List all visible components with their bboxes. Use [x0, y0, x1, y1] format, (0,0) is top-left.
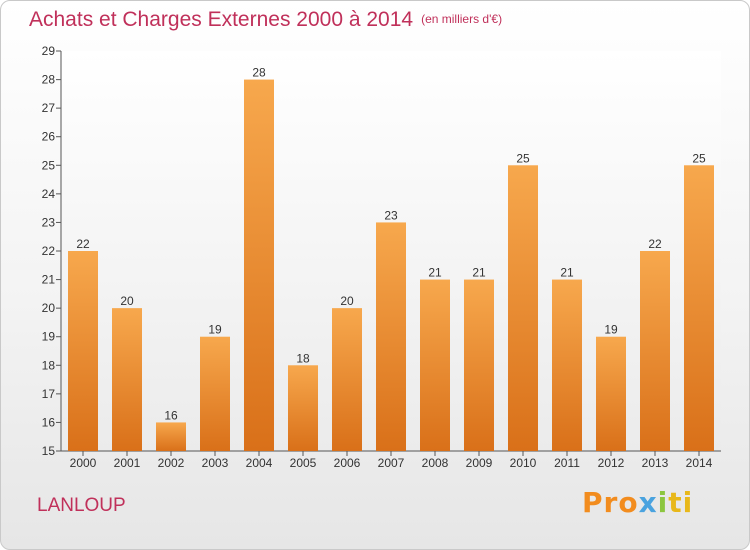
data-label: 21: [472, 266, 486, 280]
y-tick-label: 15: [42, 444, 56, 458]
x-tick-label: 2004: [246, 456, 273, 470]
y-tick-label: 19: [42, 330, 56, 344]
bar: [464, 279, 494, 451]
y-tick-label: 16: [42, 415, 56, 429]
y-tick-label: 28: [42, 73, 56, 87]
data-label: 20: [120, 294, 134, 308]
bar: [684, 165, 714, 452]
data-label: 28: [252, 66, 266, 80]
bar: [596, 336, 626, 451]
bar: [156, 422, 186, 451]
y-tick-label: 21: [42, 273, 56, 287]
data-label: 18: [296, 351, 310, 365]
chart-title-text: Achats et Charges Externes 2000 à 2014: [29, 8, 414, 31]
bar: [288, 365, 318, 451]
bar: [420, 279, 450, 451]
data-label: 19: [208, 323, 222, 337]
x-tick-label: 2014: [686, 456, 713, 470]
bar: [640, 251, 670, 451]
y-tick-label: 27: [42, 101, 56, 115]
y-tick-label: 22: [42, 244, 56, 258]
bar: [244, 79, 274, 452]
y-tick-label: 25: [42, 158, 56, 172]
y-tick-label: 29: [42, 44, 56, 58]
data-label: 21: [560, 266, 574, 280]
bar: [200, 336, 230, 451]
x-tick-label: 2009: [466, 456, 493, 470]
x-tick-label: 2007: [378, 456, 405, 470]
bar: [112, 308, 142, 451]
chart-title: Achats et Charges Externes 2000 à 2014 (e…: [29, 8, 502, 32]
data-label: 23: [384, 208, 398, 222]
x-tick-label: 2003: [202, 456, 229, 470]
y-tick-label: 23: [42, 215, 56, 229]
commune-name: LANLOUP: [37, 495, 126, 516]
x-tick-label: 2011: [554, 456, 580, 470]
data-label: 20: [340, 294, 354, 308]
logo-part: x: [638, 486, 658, 519]
x-tick-label: 2002: [158, 456, 185, 470]
x-tick-label: 2006: [334, 456, 361, 470]
x-tick-label: 2001: [114, 456, 141, 470]
data-label: 25: [692, 151, 706, 165]
x-tick-label: 2010: [510, 456, 537, 470]
data-label: 19: [604, 323, 618, 337]
bar: [376, 222, 406, 451]
data-label: 21: [428, 266, 442, 280]
x-tick-label: 2000: [70, 456, 97, 470]
bar: [68, 251, 98, 451]
x-tick-label: 2012: [598, 456, 625, 470]
data-label: 16: [164, 408, 178, 422]
y-tick-label: 20: [42, 301, 56, 315]
bar: [508, 165, 538, 452]
data-label: 22: [76, 237, 90, 251]
logo-part: i: [657, 486, 669, 519]
data-label: 25: [516, 151, 530, 165]
y-tick-label: 26: [42, 130, 56, 144]
x-tick-label: 2013: [642, 456, 669, 470]
y-tick-label: 24: [42, 187, 56, 201]
bar: [332, 308, 362, 451]
y-tick-label: 17: [42, 387, 56, 401]
bar: [552, 279, 582, 451]
y-tick-label: 18: [42, 358, 56, 372]
chart-unit: (en milliers d'€): [421, 12, 503, 26]
logo-part: ti: [668, 486, 694, 519]
x-tick-label: 2008: [422, 456, 449, 470]
proxiti-logo: Proxiti: [582, 486, 693, 519]
logo-part: Pro: [582, 486, 639, 519]
data-label: 22: [648, 237, 662, 251]
x-tick-label: 2005: [290, 456, 317, 470]
